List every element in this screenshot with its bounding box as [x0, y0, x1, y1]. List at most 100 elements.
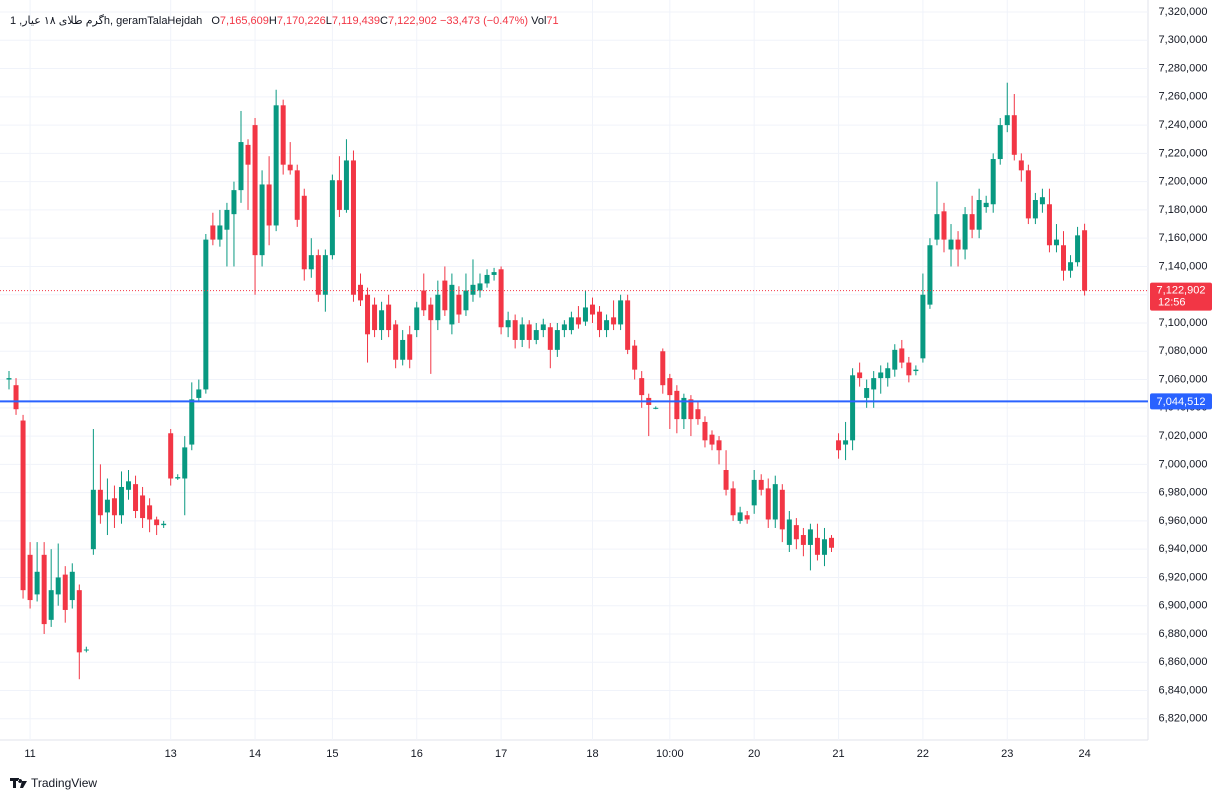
candle-body: [519, 324, 525, 340]
candle-body: [772, 484, 778, 520]
candle-body: [611, 317, 617, 325]
y-tick-label: 7,320,000: [1159, 6, 1208, 18]
legend-header: گرم طلای ۱۸ عیار, 1h, geramTalaHejdah O7…: [10, 14, 559, 27]
candle-body: [1018, 160, 1024, 171]
candle-body: [899, 348, 905, 363]
candle-body: [161, 523, 167, 526]
candle-body: [1032, 200, 1038, 219]
ohlc-label: C: [380, 15, 388, 27]
y-tick-label: 6,960,000: [1159, 515, 1208, 527]
candle-body: [280, 105, 286, 165]
candle-body: [252, 125, 258, 256]
candle-body: [800, 535, 806, 545]
candle-body: [582, 307, 588, 322]
candle-body: [878, 372, 884, 379]
ohlc-label: O: [211, 15, 220, 27]
y-tick-label: 7,240,000: [1159, 119, 1208, 131]
last-price-label: 7,122,902: [1157, 285, 1206, 297]
ohlc-values: O7,165,609H7,170,226L7,119,439C7,122,902: [211, 15, 437, 27]
y-tick-label: 6,900,000: [1159, 600, 1208, 612]
candle-body: [435, 294, 441, 321]
y-tick-label: 7,280,000: [1159, 62, 1208, 74]
candle-body: [554, 330, 560, 350]
candle-body: [407, 334, 413, 360]
candle-body: [821, 539, 827, 555]
candle-body: [871, 378, 877, 390]
candle-body: [793, 525, 799, 540]
candle-body: [350, 160, 356, 295]
candle-body: [1082, 230, 1088, 291]
candle-body: [526, 324, 532, 340]
horizontal-line-label: 7,044,512: [1157, 396, 1206, 408]
ohlc-value: 7,170,226: [276, 15, 326, 27]
candle-body: [540, 324, 546, 331]
y-tick-label: 7,080,000: [1159, 345, 1208, 357]
candle-body: [20, 420, 26, 591]
candle-body: [597, 311, 603, 331]
x-tick-label: 16: [411, 748, 423, 760]
y-tick-label: 6,940,000: [1159, 543, 1208, 555]
candle-body: [13, 385, 19, 410]
candle-body: [604, 320, 610, 331]
candle-body: [168, 433, 174, 479]
last-price-label-bg: [1150, 282, 1212, 311]
y-tick-label: 7,180,000: [1159, 204, 1208, 216]
candle-body: [41, 554, 47, 625]
candle-body: [695, 409, 701, 420]
candle-body: [231, 190, 237, 215]
candle-body: [6, 378, 12, 380]
ohlc-label: H: [268, 15, 277, 27]
candle-body: [97, 489, 103, 516]
candle-body: [175, 477, 181, 479]
y-tick-label: 7,000,000: [1159, 458, 1208, 470]
candle-body: [702, 421, 708, 441]
candle-body: [561, 324, 567, 331]
candle-body: [864, 388, 870, 398]
candle-body: [1046, 204, 1052, 246]
ohlc-value: 7,165,609: [219, 15, 269, 27]
horizontal-line-label-bg: [1150, 393, 1212, 410]
candle-body: [716, 440, 722, 451]
candle-body: [1004, 115, 1010, 126]
candle-body: [470, 284, 476, 295]
candle-body: [660, 351, 666, 386]
candle-body: [674, 390, 680, 420]
candle-body: [217, 225, 223, 240]
candle-body: [639, 378, 645, 396]
candle-body: [934, 214, 940, 240]
x-tick-label: 15: [326, 748, 338, 760]
candle-body: [533, 330, 539, 340]
x-tick-label: 17: [495, 748, 507, 760]
candle-body: [203, 239, 209, 390]
candle-body: [336, 180, 342, 210]
y-tick-label: 7,140,000: [1159, 260, 1208, 272]
candle-body: [27, 554, 33, 601]
x-tick-label: 22: [917, 748, 929, 760]
candle-body: [1061, 245, 1066, 271]
candle-body: [259, 184, 265, 256]
candle-body: [484, 274, 490, 284]
candle-body: [400, 339, 406, 360]
candle-body: [575, 317, 581, 325]
candle-body: [358, 284, 363, 301]
candle-body: [428, 304, 434, 321]
candle-body: [948, 239, 954, 250]
x-tick-label: 20: [748, 748, 760, 760]
volume-value: 71: [546, 15, 559, 27]
symbol-title: گرم طلای ۱۸ عیار, 1h, geramTalaHejdah: [10, 15, 203, 27]
candle-body: [625, 300, 631, 350]
candle-body: [55, 577, 61, 595]
candle-body: [962, 214, 968, 250]
candle-body: [140, 495, 146, 519]
candle-body: [807, 529, 813, 545]
x-tick-label: 11: [24, 748, 35, 760]
y-tick-label: 7,300,000: [1159, 34, 1208, 46]
candle-body: [463, 290, 469, 311]
logo-icon: [10, 778, 27, 788]
candle-body: [90, 489, 96, 550]
candle-body: [829, 537, 835, 548]
candle-body: [857, 372, 863, 379]
candle-body: [969, 214, 975, 230]
ohlc-label: L: [325, 15, 332, 27]
candle-body: [955, 239, 961, 250]
